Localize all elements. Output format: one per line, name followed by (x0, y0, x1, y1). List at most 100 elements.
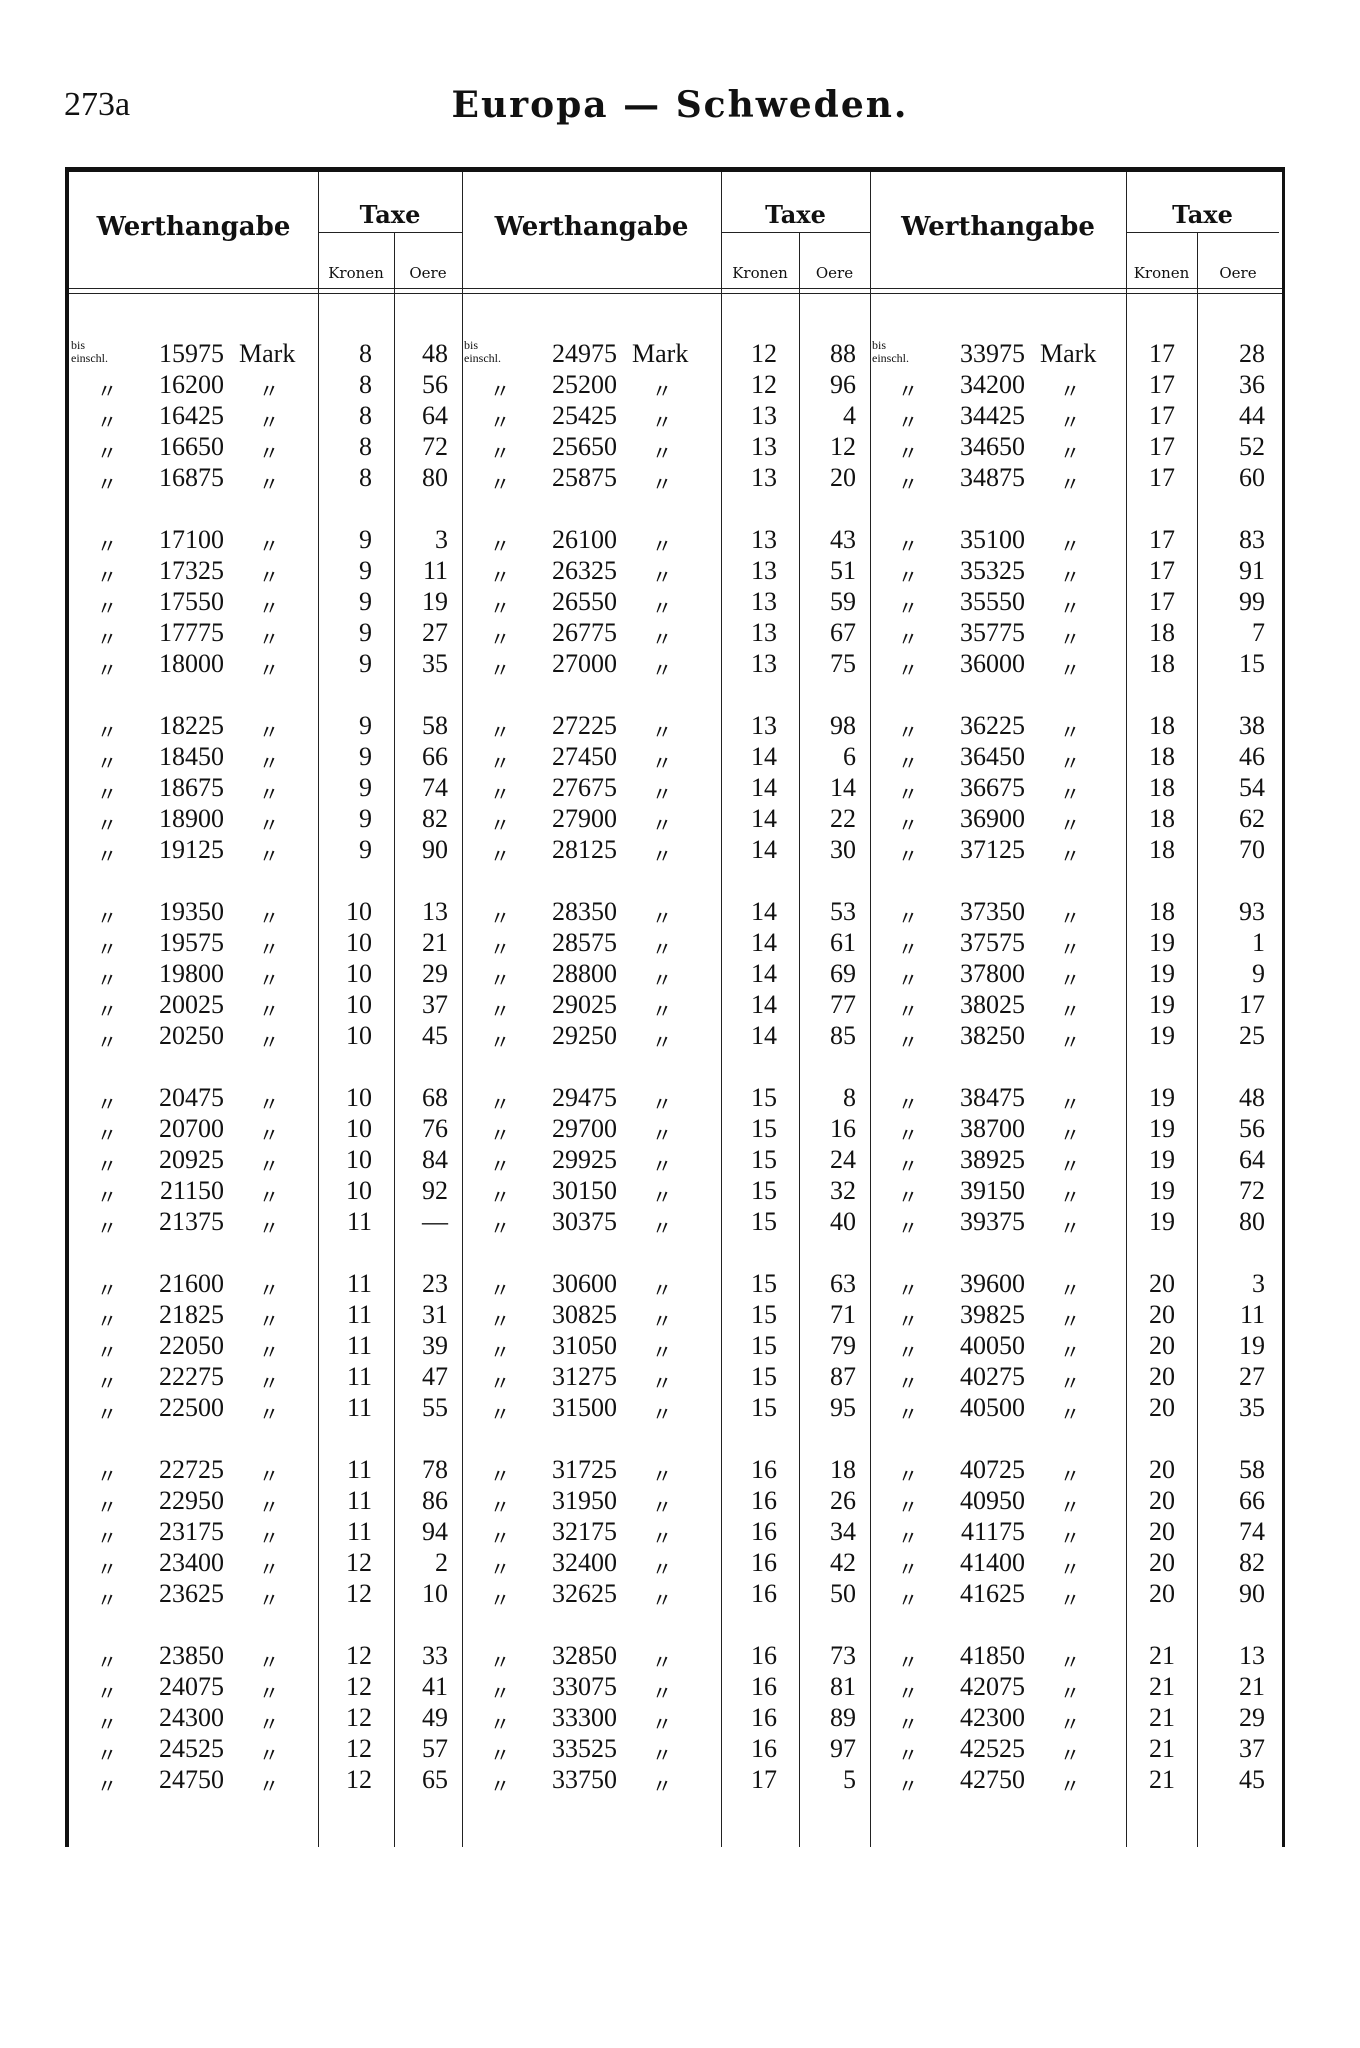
oere-header: Oere (815, 264, 854, 282)
ditto-mark: 〃 (898, 1652, 918, 1674)
ditto-mark: 〃 (490, 1311, 510, 1333)
value-amount: 40950 (960, 1486, 1025, 1515)
value-amount: 31725 (552, 1455, 617, 1484)
ditto-mark: 〃 (1060, 1001, 1080, 1023)
ditto-mark: 〃 (652, 1280, 672, 1302)
ditto-mark: 〃 (1060, 1311, 1080, 1333)
value-amount: 21825 (159, 1300, 224, 1329)
tax-oere: 45 (1239, 1765, 1265, 1794)
tax-oere: 25 (1239, 1021, 1265, 1050)
tax-kronen: 20 (1149, 1331, 1175, 1360)
ditto-mark: 〃 (97, 722, 117, 744)
tax-kronen: 9 (359, 525, 372, 554)
tax-kronen: 19 (1149, 990, 1175, 1019)
tax-oere: 68 (422, 1083, 448, 1112)
value-amount: 33300 (552, 1703, 617, 1732)
value-amount: 37125 (960, 835, 1025, 864)
tax-kronen: 18 (1149, 835, 1175, 864)
value-amount: 25425 (552, 401, 617, 430)
ditto-mark: 〃 (259, 412, 279, 434)
ditto-mark: 〃 (898, 536, 918, 558)
ditto-mark: 〃 (490, 1683, 510, 1705)
tax-oere: 9 (1252, 959, 1265, 988)
tax-header: Taxe (359, 200, 421, 229)
tax-kronen: 11 (346, 1486, 372, 1515)
value-amount: 33975 (960, 339, 1025, 368)
value-amount: 23625 (159, 1579, 224, 1608)
ditto-mark: 〃 (1060, 846, 1080, 868)
tax-oere: 64 (422, 401, 448, 430)
ditto-mark: 〃 (490, 1156, 510, 1178)
value-amount: 28575 (552, 928, 617, 957)
value-amount: 36450 (960, 742, 1025, 771)
ditto-mark: 〃 (97, 1311, 117, 1333)
tax-oere: 11 (1239, 1300, 1265, 1329)
value-amount: 36900 (960, 804, 1025, 833)
value-amount: 29475 (552, 1083, 617, 1112)
ditto-mark: 〃 (898, 629, 918, 651)
tax-oere: 76 (422, 1114, 448, 1143)
ditto-mark: 〃 (259, 443, 279, 465)
bis-einschl-label: bis einschl. (872, 338, 909, 365)
ditto-mark: 〃 (490, 1714, 510, 1736)
ditto-mark: 〃 (898, 846, 918, 868)
tax-oere: 69 (830, 959, 856, 988)
ditto-mark: 〃 (652, 753, 672, 775)
value-amount: 38475 (960, 1083, 1025, 1112)
ditto-mark: 〃 (259, 846, 279, 868)
value-amount: 39150 (960, 1176, 1025, 1205)
value-amount: 23400 (159, 1548, 224, 1577)
ditto-mark: 〃 (898, 753, 918, 775)
tax-oere: 90 (1239, 1579, 1265, 1608)
ditto-mark: 〃 (97, 970, 117, 992)
tax-oere: 59 (830, 587, 856, 616)
tax-oere: 72 (422, 432, 448, 461)
value-amount: 22725 (159, 1455, 224, 1484)
tax-kronen: 15 (751, 1114, 777, 1143)
tax-oere: 3 (435, 525, 448, 554)
value-amount: 24300 (159, 1703, 224, 1732)
ditto-mark: 〃 (898, 1776, 918, 1798)
tax-kronen: 16 (751, 1703, 777, 1732)
ditto-mark: 〃 (1060, 443, 1080, 465)
ditto-mark: 〃 (898, 815, 918, 837)
tax-kronen: 11 (346, 1393, 372, 1422)
ditto-mark: 〃 (1060, 598, 1080, 620)
tax-kronen: 14 (751, 1021, 777, 1050)
kronen-header: Kronen (328, 264, 384, 282)
ditto-mark: 〃 (898, 1590, 918, 1612)
tax-kronen: 20 (1149, 1548, 1175, 1577)
ditto-mark: 〃 (490, 1187, 510, 1209)
ditto-mark: 〃 (259, 722, 279, 744)
ditto-mark: 〃 (97, 1776, 117, 1798)
tax-kronen: 11 (346, 1269, 372, 1298)
value-amount: 19575 (159, 928, 224, 957)
value-amount: 40275 (960, 1362, 1025, 1391)
ditto-mark: 〃 (97, 1001, 117, 1023)
tax-oere: 27 (1239, 1362, 1265, 1391)
tax-oere: 61 (830, 928, 856, 957)
tax-kronen: 9 (359, 649, 372, 678)
value-amount: 19350 (159, 897, 224, 926)
ditto-mark: 〃 (652, 1156, 672, 1178)
ditto-mark: 〃 (259, 1683, 279, 1705)
tax-oere: 46 (1239, 742, 1265, 771)
tax-kronen: 13 (751, 463, 777, 492)
tax-oere: 65 (422, 1765, 448, 1794)
value-amount: 27675 (552, 773, 617, 802)
oere-header: Oere (1219, 264, 1257, 282)
ditto-mark: 〃 (97, 1466, 117, 1488)
tax-oere: 87 (830, 1362, 856, 1391)
tax-kronen: 8 (359, 401, 372, 430)
tax-kronen: 16 (751, 1734, 777, 1763)
ditto-mark: 〃 (259, 1652, 279, 1674)
value-amount: 38025 (960, 990, 1025, 1019)
value-amount: 18225 (159, 711, 224, 740)
tax-oere: 10 (422, 1579, 448, 1608)
tax-kronen: 14 (751, 959, 777, 988)
tax-kronen: 10 (346, 1145, 372, 1174)
tax-oere: 15 (1239, 649, 1265, 678)
ditto-mark: 〃 (652, 1373, 672, 1395)
ditto-mark: 〃 (259, 567, 279, 589)
tax-kronen: 9 (359, 618, 372, 647)
